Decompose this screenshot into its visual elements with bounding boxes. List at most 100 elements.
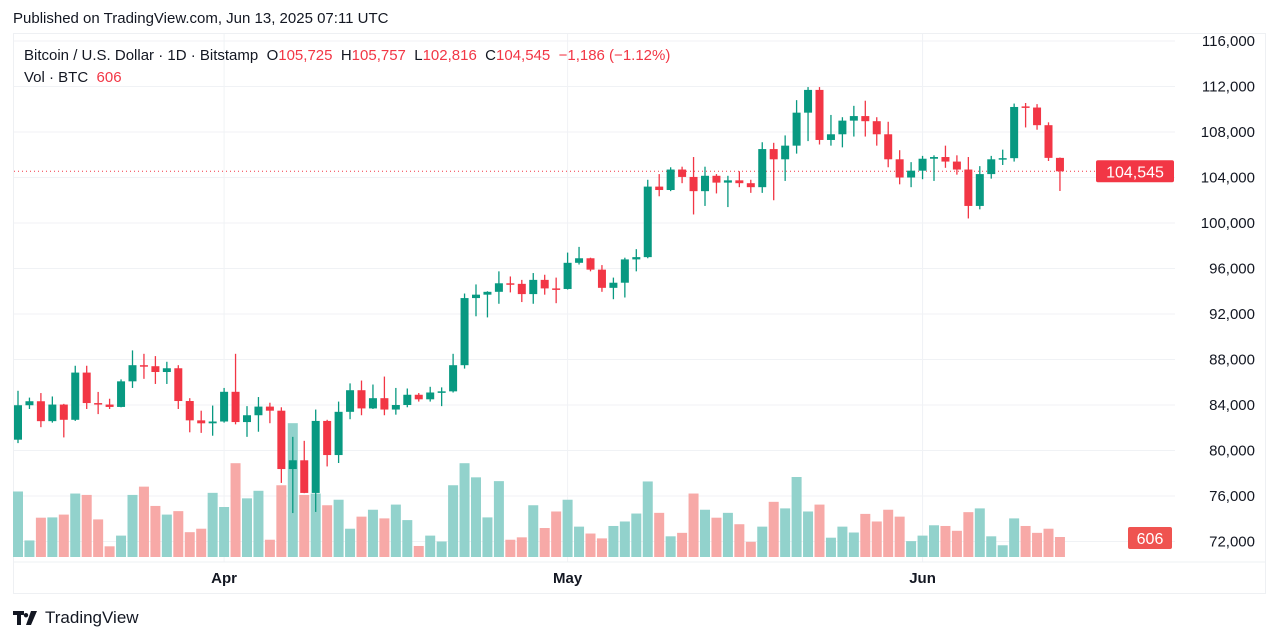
candle-body[interactable] — [712, 175, 721, 183]
candle-body[interactable] — [769, 149, 778, 160]
candle-body[interactable] — [59, 404, 68, 420]
candle-body[interactable] — [918, 158, 927, 171]
volume-value: 606 — [96, 69, 122, 86]
symbol-title[interactable]: Bitcoin / U.S. Dollar · 1D · Bitstamp — [24, 47, 259, 64]
candle-body[interactable] — [666, 169, 675, 191]
candle-body[interactable] — [632, 257, 641, 260]
candle-body[interactable] — [838, 120, 847, 135]
candle-body[interactable] — [403, 394, 412, 405]
candle-body[interactable] — [689, 176, 698, 192]
candle-body[interactable] — [563, 262, 572, 289]
candle-body[interactable] — [723, 180, 732, 183]
candle-body[interactable] — [48, 404, 57, 422]
candle-body[interactable] — [368, 398, 377, 409]
candle-body[interactable] — [781, 145, 790, 160]
candle-body[interactable] — [208, 421, 217, 424]
candle-body[interactable] — [964, 169, 973, 206]
candle-body[interactable] — [517, 283, 526, 295]
candle-body[interactable] — [139, 365, 148, 367]
candle-body[interactable] — [1055, 157, 1064, 172]
candle-body[interactable] — [1033, 107, 1042, 126]
candle-body[interactable] — [117, 381, 126, 407]
candle-body[interactable] — [380, 398, 389, 410]
candle-body[interactable] — [185, 401, 194, 421]
candle-body[interactable] — [575, 258, 584, 263]
candle-body[interactable] — [494, 283, 503, 292]
candle-body[interactable] — [460, 298, 469, 366]
candle-body[interactable] — [391, 405, 400, 410]
candle-body[interactable] — [506, 283, 515, 285]
x-tick-label: Jun — [909, 570, 936, 587]
candle-body[interactable] — [82, 372, 91, 404]
candle-body[interactable] — [655, 186, 664, 191]
candle-body[interactable] — [1021, 106, 1030, 108]
candle-body[interactable] — [197, 420, 206, 424]
candle-body[interactable] — [243, 415, 251, 423]
candle-body[interactable] — [884, 134, 893, 160]
candle-body[interactable] — [746, 183, 755, 188]
candle-body[interactable] — [277, 410, 286, 470]
candle-body[interactable] — [1010, 106, 1019, 159]
candle-body[interactable] — [849, 116, 858, 121]
candle-body[interactable] — [231, 391, 240, 423]
candle-body[interactable] — [346, 390, 355, 412]
candle-body[interactable] — [804, 89, 813, 113]
candle-body[interactable] — [907, 170, 916, 178]
candle-body[interactable] — [758, 149, 767, 188]
candle-body[interactable] — [540, 279, 549, 289]
candle-body[interactable] — [437, 391, 446, 393]
candle-body[interactable] — [609, 282, 618, 288]
candle-body[interactable] — [254, 406, 263, 416]
candle-body[interactable] — [334, 411, 343, 456]
candle-body[interactable] — [872, 121, 881, 135]
candle-body[interactable] — [162, 368, 171, 373]
candle-body[interactable] — [220, 391, 229, 422]
candle-body[interactable] — [174, 368, 183, 402]
volume-bar — [242, 498, 252, 557]
candle-body[interactable] — [552, 288, 561, 290]
candle-body[interactable] — [1044, 125, 1053, 158]
candle-body[interactable] — [792, 112, 801, 146]
candle-body[interactable] — [987, 159, 996, 175]
candle-body[interactable] — [14, 405, 22, 440]
candle-body[interactable] — [357, 390, 366, 409]
candle-body[interactable] — [952, 161, 961, 170]
candle-body[interactable] — [265, 406, 274, 411]
candle-body[interactable] — [815, 89, 824, 140]
candle-body[interactable] — [975, 174, 984, 206]
candle-body[interactable] — [128, 365, 137, 382]
chart-pane[interactable] — [13, 33, 1266, 594]
candle-body[interactable] — [735, 180, 744, 184]
candle-body[interactable] — [895, 159, 904, 178]
candle-body[interactable] — [597, 269, 606, 288]
candle-body[interactable] — [94, 403, 103, 405]
candle-body[interactable] — [311, 420, 320, 493]
candle-body[interactable] — [701, 175, 709, 192]
candle-body[interactable] — [826, 134, 835, 140]
candle-body[interactable] — [678, 169, 687, 177]
candle-body[interactable] — [25, 401, 34, 406]
candle-body[interactable] — [941, 157, 950, 162]
candle-body[interactable] — [300, 460, 309, 493]
candle-body[interactable] — [643, 186, 652, 258]
candle-body[interactable] — [426, 392, 435, 400]
candle-body[interactable] — [151, 366, 160, 373]
candle-body[interactable] — [36, 401, 45, 422]
candle-body[interactable] — [288, 460, 297, 470]
volume-bar — [1043, 528, 1054, 557]
candle-body[interactable] — [930, 157, 938, 159]
candle-body[interactable] — [449, 365, 458, 392]
candle-body[interactable] — [323, 420, 332, 456]
candle-body[interactable] — [998, 158, 1007, 160]
candle-body[interactable] — [483, 291, 492, 295]
tradingview-logo[interactable]: TradingView — [13, 608, 139, 628]
candle-body[interactable] — [472, 294, 480, 299]
candle-body[interactable] — [71, 372, 80, 420]
candle-body[interactable] — [105, 404, 114, 407]
candle-body[interactable] — [529, 279, 538, 295]
candle-body[interactable] — [586, 258, 595, 270]
candle-body[interactable] — [620, 259, 629, 283]
candle-body[interactable] — [861, 116, 870, 122]
candle-body[interactable] — [414, 394, 423, 400]
